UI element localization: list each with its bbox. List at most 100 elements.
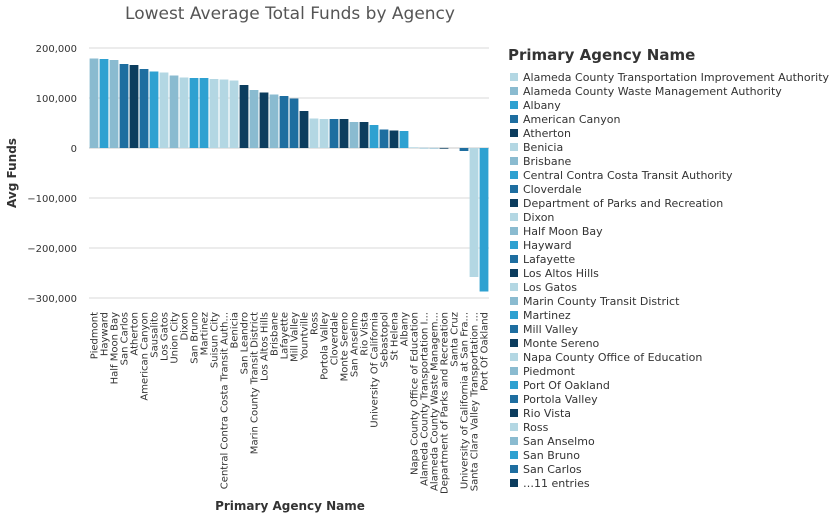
legend-item-label[interactable]: Hayward <box>523 239 572 252</box>
x-tick-label: Alameda County Transportation I... <box>420 312 431 486</box>
x-tick-label: Rio Vista <box>360 312 371 356</box>
legend-item-label[interactable]: Half Moon Bay <box>523 225 603 238</box>
bar[interactable] <box>279 96 289 148</box>
legend-item-label[interactable]: Benicia <box>523 141 563 154</box>
legend-item-label[interactable]: San Anselmo <box>523 435 595 448</box>
legend-item-label[interactable]: Cloverdale <box>523 183 582 196</box>
x-tick-label: Half Moon Bay <box>110 312 121 384</box>
bar[interactable] <box>259 92 269 149</box>
bar[interactable] <box>199 78 209 148</box>
legend-item-label[interactable]: Monte Sereno <box>523 337 600 350</box>
bar[interactable] <box>329 119 339 148</box>
bar[interactable] <box>109 60 119 148</box>
chart-title: Lowest Average Total Funds by Agency <box>125 4 455 24</box>
bar[interactable] <box>479 148 489 292</box>
legend-item-label[interactable]: Department of Parks and Recreation <box>523 197 723 210</box>
legend-swatch <box>510 451 518 459</box>
bar[interactable] <box>399 131 409 148</box>
x-tick-label: St Helena <box>390 312 401 361</box>
x-tick-label: Mill Valley <box>290 312 301 362</box>
bar[interactable] <box>149 71 159 149</box>
legend-item-label[interactable]: Central Contra Costa Transit Authority <box>523 169 733 182</box>
bar[interactable] <box>169 75 179 149</box>
legend-item-label[interactable]: Brisbane <box>523 155 572 168</box>
legend-item-label[interactable]: Port Of Oakland <box>523 379 610 392</box>
legend-item-label[interactable]: Napa County Office of Education <box>523 351 702 364</box>
bar[interactable] <box>289 98 299 149</box>
bar[interactable] <box>309 118 319 149</box>
legend-item-label[interactable]: Marin County Transit District <box>523 295 680 308</box>
bar[interactable] <box>159 72 169 149</box>
legend-item-label[interactable]: Piedmont <box>523 365 576 378</box>
legend-item-label[interactable]: Ross <box>523 421 549 434</box>
x-tick-label: Piedmont <box>90 312 101 359</box>
bar[interactable] <box>219 79 229 149</box>
y-tick-label: 200,000 <box>36 44 77 55</box>
bar[interactable] <box>129 65 139 148</box>
legend-item-label[interactable]: San Bruno <box>523 449 580 462</box>
legend-item-label[interactable]: Los Altos Hills <box>523 267 599 280</box>
bar[interactable] <box>139 69 149 148</box>
legend-swatch <box>510 479 518 487</box>
legend-item-label[interactable]: Rio Vista <box>523 407 571 420</box>
bar[interactable] <box>369 125 379 148</box>
x-tick-label: Department of Parks and Recreation <box>440 312 451 494</box>
legend-item-label[interactable]: Portola Valley <box>523 393 598 406</box>
bar[interactable] <box>439 147 449 149</box>
bar[interactable] <box>359 122 369 148</box>
legend-item-label[interactable]: Atherton <box>523 127 571 140</box>
bar[interactable] <box>189 78 199 148</box>
bar[interactable] <box>209 79 219 148</box>
bar[interactable] <box>179 77 189 149</box>
bar[interactable] <box>299 111 309 148</box>
legend-title: Primary Agency Name <box>508 46 695 64</box>
bar[interactable] <box>339 119 349 148</box>
bar[interactable] <box>239 85 249 148</box>
bar[interactable] <box>459 148 469 151</box>
legend-item-label[interactable]: Mill Valley <box>523 323 578 336</box>
x-tick-label: American Canyon <box>140 312 151 401</box>
legend-item-label[interactable]: Alameda County Transportation Improvemen… <box>523 71 830 84</box>
legend-swatch <box>510 199 518 207</box>
legend-swatch <box>510 213 518 221</box>
legend-item-label[interactable]: Martinez <box>523 309 571 322</box>
bar[interactable] <box>419 147 429 149</box>
x-tick-label: Marin County Transit District <box>250 312 261 454</box>
legend-item-label[interactable]: Los Gatos <box>523 281 577 294</box>
y-axis-ticks: 200,000 100,000 0 −100,000 −200,000 −300,000 <box>27 44 77 305</box>
x-tick-label: San Anselmo <box>350 312 361 377</box>
bar[interactable] <box>99 59 109 148</box>
legend-item-label[interactable]: …11 entries <box>523 477 590 490</box>
x-tick-label: University Of California <box>370 312 381 428</box>
legend-swatch <box>510 143 518 151</box>
bar[interactable] <box>389 130 399 149</box>
bar[interactable] <box>409 147 419 149</box>
bar[interactable] <box>429 147 439 149</box>
x-tick-label: San Carlos <box>120 312 131 365</box>
legend-item-label[interactable]: Lafayette <box>523 253 575 266</box>
bar[interactable] <box>319 119 329 148</box>
legend-swatch <box>510 73 518 81</box>
legend-swatch <box>510 129 518 137</box>
legend-swatch <box>510 171 518 179</box>
x-tick-label: San Bruno <box>190 312 201 364</box>
bar[interactable] <box>89 58 99 149</box>
bar[interactable] <box>229 80 239 149</box>
legend-item-label[interactable]: Alameda County Waste Management Authorit… <box>523 85 782 98</box>
legend-swatch <box>510 325 518 333</box>
legend-item-label[interactable]: Albany <box>523 99 561 112</box>
legend-item-label[interactable]: American Canyon <box>523 113 620 126</box>
x-axis-title: Primary Agency Name <box>215 499 365 513</box>
legend-swatch <box>510 227 518 235</box>
bar[interactable] <box>379 129 389 149</box>
bar[interactable] <box>249 90 259 148</box>
bar[interactable] <box>119 64 129 148</box>
bar[interactable] <box>269 94 279 149</box>
legend: Alameda County Transportation Improvemen… <box>510 71 830 490</box>
legend-swatch <box>510 115 518 123</box>
legend-item-label[interactable]: San Carlos <box>523 463 582 476</box>
legend-item-label[interactable]: Dixon <box>523 211 554 224</box>
bar[interactable] <box>469 148 479 277</box>
bar[interactable] <box>349 122 359 148</box>
